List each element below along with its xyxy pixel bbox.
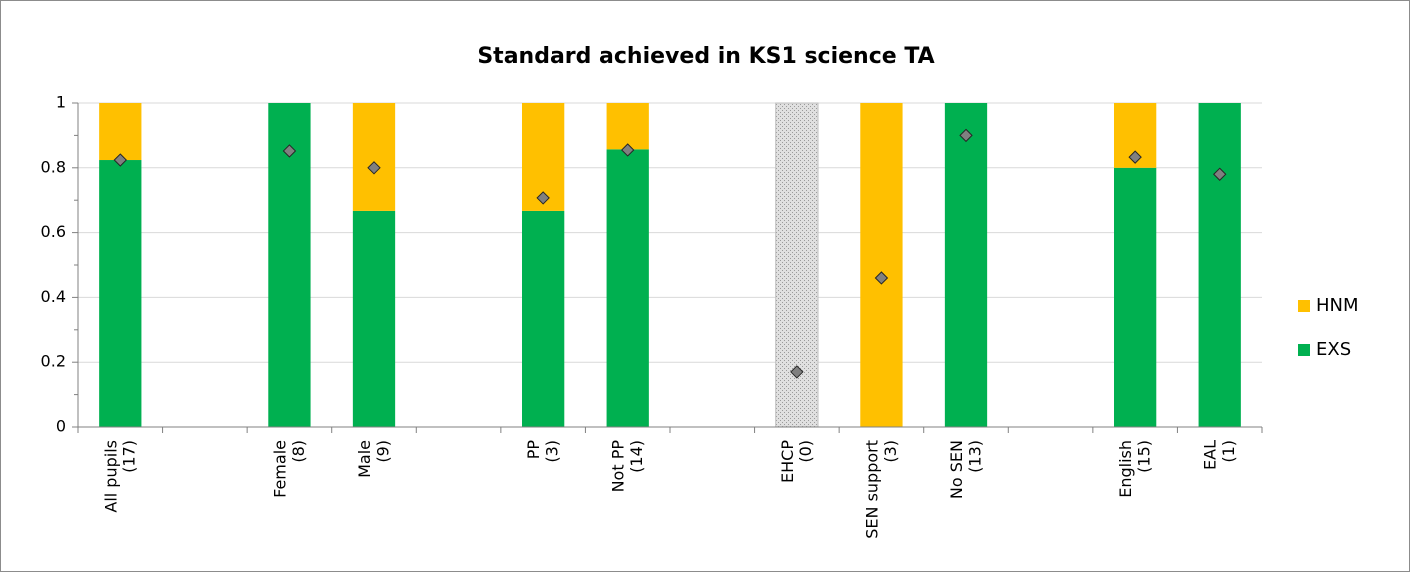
x-tick-label-line: (9) (373, 440, 392, 463)
x-tick-label-line: (15) (1134, 440, 1153, 473)
x-tick-label-line: (8) (288, 440, 307, 463)
y-tick-label: 0.2 (41, 352, 66, 371)
bar-segment (944, 103, 988, 427)
bar-segment (606, 149, 649, 427)
marker (621, 143, 635, 157)
x-tick-label: PP(3) (524, 440, 561, 463)
y-tick-label: 0.4 (41, 287, 66, 306)
x-tick-label-line: English (1116, 440, 1135, 498)
marker (367, 161, 381, 175)
x-tick-label: English(15) (1116, 440, 1153, 498)
legend-swatch (1298, 344, 1310, 356)
marker (1128, 150, 1142, 164)
marker (282, 144, 297, 158)
x-tick-label-line: (14) (627, 440, 646, 473)
bar-segment (352, 103, 396, 211)
marker (959, 128, 973, 143)
x-tick-label: Female(8) (270, 440, 307, 498)
y-tick-label: 0.8 (41, 157, 66, 176)
x-tick-label-line: (3) (880, 440, 899, 463)
bar-segment (522, 210, 565, 427)
x-tick-label-line: No SEN (947, 440, 966, 499)
x-tick-label-line: (13) (965, 440, 984, 473)
y-tick-label: 0.6 (41, 222, 66, 241)
legend-label: EXS (1316, 339, 1351, 360)
x-tick-label: Male(9) (355, 440, 392, 478)
marker (874, 271, 889, 285)
marker (790, 365, 804, 379)
x-tick-label-line: Male (355, 440, 374, 478)
x-tick-label: SEN support(3) (862, 440, 899, 539)
bar-segment (606, 103, 649, 150)
legend-swatch (1298, 300, 1310, 312)
x-tick-label: EAL(1) (1200, 440, 1237, 470)
x-tick-label-line: EHCP (777, 440, 796, 483)
marker (113, 153, 127, 167)
y-tick-label: 1 (56, 93, 66, 112)
bar-segment (99, 103, 142, 161)
marker (1213, 167, 1227, 181)
bar-segment (1114, 167, 1157, 428)
x-tick-label-line: PP (524, 440, 543, 460)
x-tick-label-line: (17) (119, 440, 138, 473)
bar-segment (860, 103, 903, 427)
x-tick-label-line: (3) (542, 440, 561, 463)
x-tick-label-line: All pupils (101, 440, 120, 513)
legend-label: HNM (1316, 295, 1359, 316)
x-tick-label-line: SEN support (862, 440, 881, 539)
bar-segment (99, 160, 142, 428)
x-tick-label-line: (0) (796, 440, 815, 463)
bar-segment (1198, 103, 1241, 427)
marker (536, 191, 550, 205)
chart-title: Standard achieved in KS1 science TA (477, 44, 934, 69)
x-tick-label-line: Not PP (608, 440, 627, 493)
x-tick-label: EHCP(0) (777, 440, 814, 483)
x-tick-label: All pupils(17) (101, 440, 138, 513)
y-tick-label: 0 (56, 417, 66, 436)
x-tick-label-line: Female (270, 440, 289, 498)
x-tick-label: No SEN(13) (947, 440, 984, 499)
bar-segment (352, 210, 396, 427)
x-tick-label: Not PP(14) (608, 440, 645, 493)
x-tick-label-line: EAL (1200, 440, 1219, 470)
x-tick-label-line: (1) (1219, 440, 1238, 463)
